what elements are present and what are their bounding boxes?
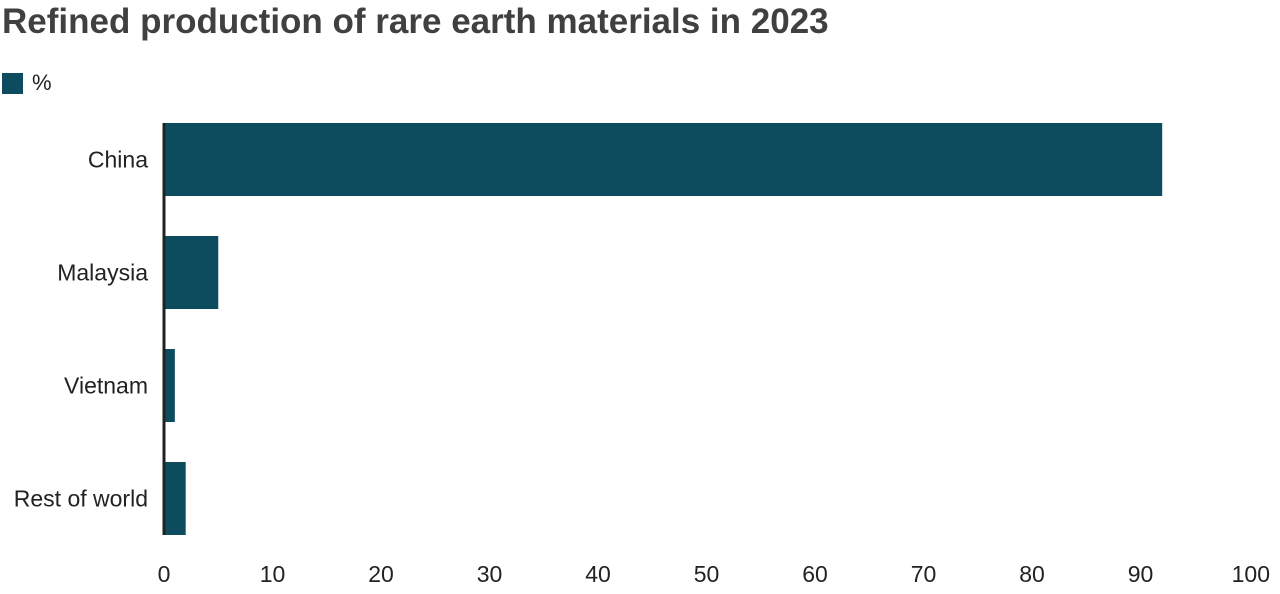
x-tick-label: 70 — [911, 561, 937, 587]
bar-malaysia — [164, 236, 219, 309]
x-tick-label: 100 — [1232, 561, 1270, 587]
bar-rest-of-world — [164, 462, 186, 535]
x-tick-label: 90 — [1128, 561, 1154, 587]
x-tick-label: 10 — [260, 561, 286, 587]
category-label: China — [88, 147, 148, 173]
x-tick-label: 80 — [1019, 561, 1045, 587]
bar-china — [164, 123, 1163, 196]
legend-label: % — [32, 70, 52, 95]
x-tick-label: 60 — [802, 561, 828, 587]
category-labels: China Malaysia Vietnam Rest of world — [14, 147, 148, 512]
x-tick-label: 30 — [477, 561, 503, 587]
category-label: Malaysia — [57, 260, 148, 286]
x-tick-label: 20 — [368, 561, 394, 587]
x-tick-label: 50 — [694, 561, 720, 587]
bars-group — [164, 123, 1163, 535]
bar-vietnam — [164, 349, 175, 422]
legend-swatch — [2, 72, 23, 94]
chart-title: Refined production of rare earth materia… — [2, 2, 829, 41]
legend: % — [2, 70, 52, 96]
category-label: Vietnam — [64, 373, 148, 399]
category-label: Rest of world — [14, 486, 148, 512]
x-tick-label: 0 — [158, 561, 171, 587]
x-tick-labels: 0 10 20 30 40 50 60 70 80 90 100 — [158, 561, 1270, 587]
x-tick-label: 40 — [585, 561, 611, 587]
